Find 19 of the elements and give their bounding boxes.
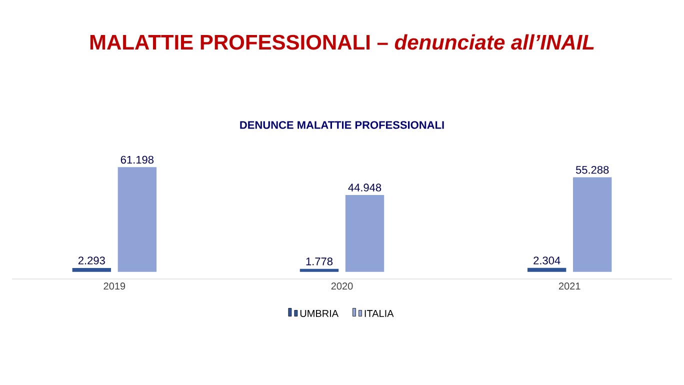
chart-subtitle: DENUNCE MALATTIE PROFESSIONALI (240, 121, 444, 129)
data-label: 2.293 (78, 256, 105, 264)
data-label: 44.948 (348, 184, 382, 192)
bar (300, 268, 339, 272)
x-tick-label: 2020 (331, 282, 353, 290)
legend-label: ITALIA (364, 310, 394, 317)
data-label: 2.304 (534, 256, 560, 264)
chart-title: MALATTIE PROFESSIONALI – denunciate all’INAIL (90, 34, 594, 50)
data-label: 55.288 (576, 166, 609, 174)
bar (118, 167, 157, 272)
data-label: 1.778 (306, 258, 333, 266)
x-tick-label: 2021 (558, 282, 580, 290)
bar (72, 268, 111, 272)
x-tick-label: 2019 (104, 282, 126, 290)
bar (573, 177, 612, 272)
bar (345, 194, 384, 272)
legend-label: UMBRIA (300, 310, 339, 318)
bar (527, 268, 566, 272)
data-label: 61.198 (120, 156, 154, 164)
